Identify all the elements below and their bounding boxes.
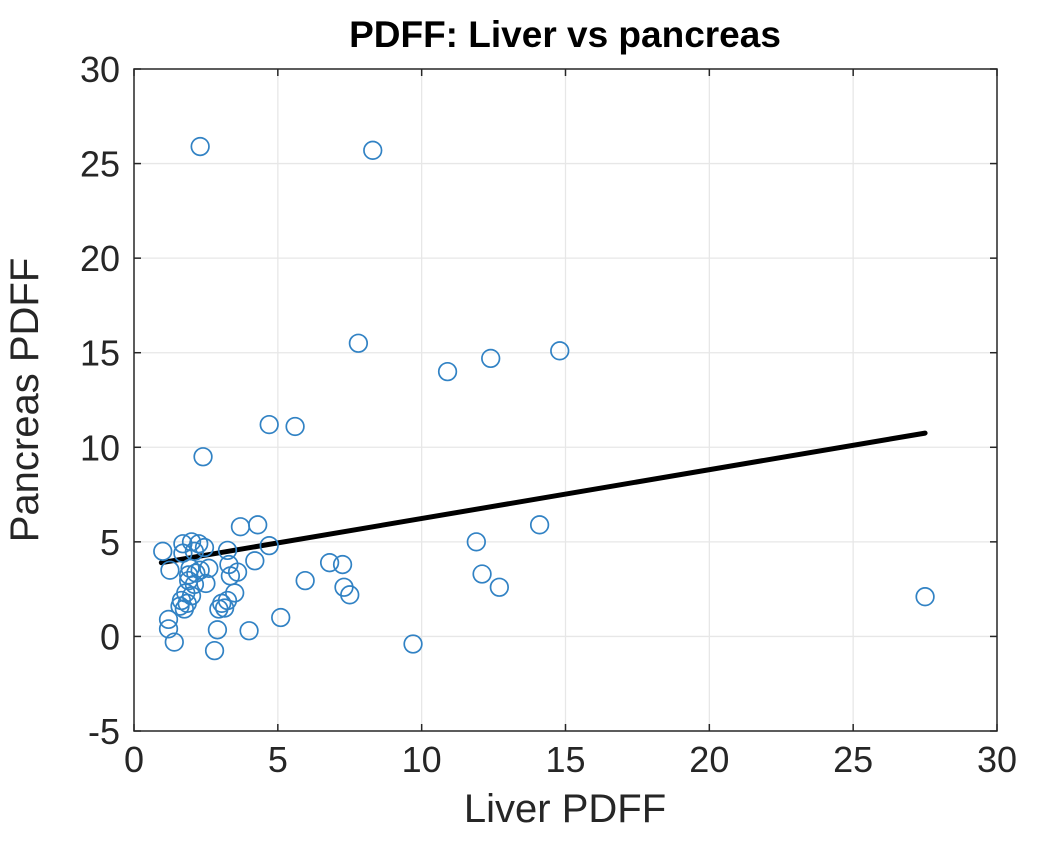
chart-title: PDFF: Liver vs pancreas xyxy=(349,14,781,55)
data-point xyxy=(174,599,194,619)
data-point xyxy=(181,532,202,552)
y-tick-label: 25 xyxy=(80,144,120,185)
x-tick-label: 30 xyxy=(977,739,1017,780)
data-point xyxy=(153,541,173,561)
data-point xyxy=(472,564,492,584)
data-point xyxy=(248,515,268,535)
x-tick-label: 20 xyxy=(689,739,729,780)
data-point xyxy=(285,416,305,437)
data-point xyxy=(348,333,369,353)
data-point xyxy=(259,414,279,435)
data-point xyxy=(204,640,225,661)
x-tick-label: 0 xyxy=(124,739,144,780)
y-tick-label: 15 xyxy=(80,333,120,374)
data-point xyxy=(190,136,210,157)
data-point xyxy=(158,619,179,639)
data-point xyxy=(186,563,206,583)
data-point xyxy=(158,609,179,630)
data-point xyxy=(217,540,238,561)
data-point xyxy=(271,607,291,628)
data-point xyxy=(403,634,423,654)
data-point xyxy=(363,140,383,160)
data-point xyxy=(489,577,509,597)
x-tick-label: 15 xyxy=(545,739,585,780)
data-points xyxy=(153,136,935,661)
data-point xyxy=(196,573,216,594)
data-point xyxy=(259,535,279,556)
data-point xyxy=(209,599,229,619)
trend-line-segment xyxy=(158,430,928,566)
data-point xyxy=(295,570,315,591)
y-tick-label: 20 xyxy=(80,238,120,279)
y-tick-label: 10 xyxy=(80,427,120,468)
gridlines xyxy=(134,69,997,731)
tick-marks xyxy=(133,68,998,732)
x-axis-label: Liver PDFF xyxy=(464,787,666,831)
data-point xyxy=(550,341,570,361)
data-point xyxy=(466,532,486,552)
data-point xyxy=(207,620,228,640)
data-point xyxy=(193,447,213,467)
data-point xyxy=(225,583,245,603)
data-point xyxy=(164,632,184,652)
data-point xyxy=(437,361,458,382)
data-point xyxy=(915,587,935,607)
data-point xyxy=(529,515,550,535)
data-point xyxy=(227,562,248,582)
x-tick-label: 10 xyxy=(402,739,442,780)
x-tick-label: 25 xyxy=(833,739,873,780)
y-axis-label: Pancreas PDFF xyxy=(3,258,47,543)
y-tick-label: 30 xyxy=(80,49,120,90)
data-point xyxy=(340,585,360,605)
data-point xyxy=(481,348,501,369)
data-point xyxy=(332,554,353,575)
data-point xyxy=(190,560,210,580)
y-tick-labels: -5 0 5 10 15 20 25 30 xyxy=(80,49,120,752)
y-tick-label: 0 xyxy=(100,616,120,657)
data-point xyxy=(199,558,219,578)
y-tick-label: 5 xyxy=(100,522,120,563)
trend-line xyxy=(158,430,928,566)
x-tick-labels: 0 5 10 15 20 25 30 xyxy=(124,739,1017,780)
data-point xyxy=(170,596,190,616)
data-point xyxy=(160,560,180,580)
data-point xyxy=(214,598,235,618)
y-tick-label: -5 xyxy=(88,711,120,752)
x-tick-label: 5 xyxy=(268,739,288,780)
data-point xyxy=(319,553,340,573)
data-point xyxy=(239,621,259,641)
data-point xyxy=(245,551,265,571)
data-point xyxy=(194,537,215,558)
